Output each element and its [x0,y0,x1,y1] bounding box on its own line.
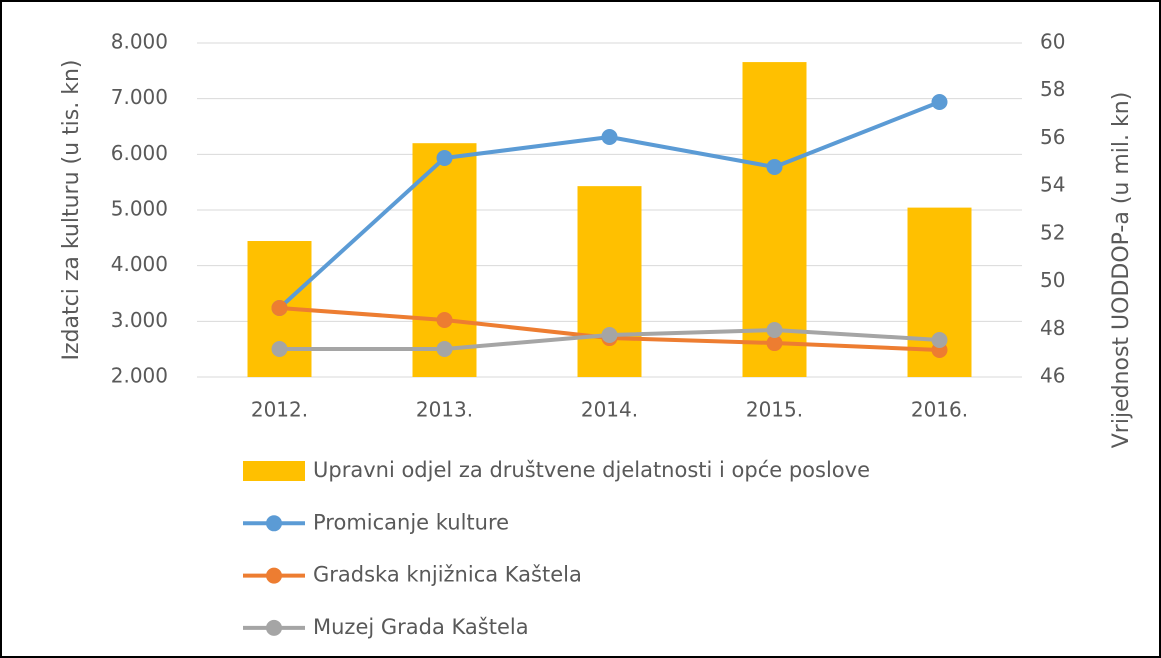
legend-label: Gradska knjižnica Kaštela [313,563,582,587]
y2-tick-label: 46 [1040,364,1065,388]
y-tick-label: 2.000 [111,364,168,388]
marker [271,340,288,357]
marker [931,94,948,111]
y2-tick-label: 52 [1040,220,1065,244]
legend-label: Muzej Grada Kaštela [313,615,529,639]
y2-tick-label: 48 [1040,316,1065,340]
y2-tick-label: 58 [1040,77,1065,101]
y2-axis-title: Vrijednost UODDOP-a (u mil. kn) [1109,92,1134,449]
y2-tick-label: 54 [1040,173,1065,197]
legend-swatch [243,461,305,481]
marker [601,129,618,146]
legend-label: Upravni odjel za društvene djelatnosti i… [313,458,870,482]
marker [601,327,618,344]
y-tick-label: 5.000 [111,197,168,221]
legend-swatch [266,515,282,532]
marker [766,322,783,339]
y-tick-label: 8.000 [111,30,168,54]
marker [436,340,453,357]
y-axis-title: Izdatci za kulturu (u tis. kn) [59,60,84,361]
y-tick-label: 6.000 [111,141,168,165]
y-tick-label: 7.000 [111,85,168,109]
marker [931,331,948,348]
marker [436,150,453,167]
legend-label: Promicanje kulture [313,510,509,534]
marker [766,159,783,176]
y-tick-label: 4.000 [111,252,168,276]
x-tick-label: 2012. [251,398,308,422]
x-tick-label: 2016. [911,398,968,422]
marker [766,335,783,352]
x-tick-label: 2015. [746,398,803,422]
bar [412,143,477,377]
bar [577,186,642,377]
y-tick-label: 3.000 [111,308,168,332]
marker [436,311,453,328]
legend-swatch [266,619,282,636]
x-tick-label: 2014. [581,398,638,422]
legend-swatch [266,567,282,584]
y2-tick-label: 56 [1040,125,1065,149]
y2-tick-label: 50 [1040,268,1065,292]
y2-tick-label: 60 [1040,30,1065,54]
x-tick-label: 2013. [416,398,473,422]
marker [271,299,288,316]
